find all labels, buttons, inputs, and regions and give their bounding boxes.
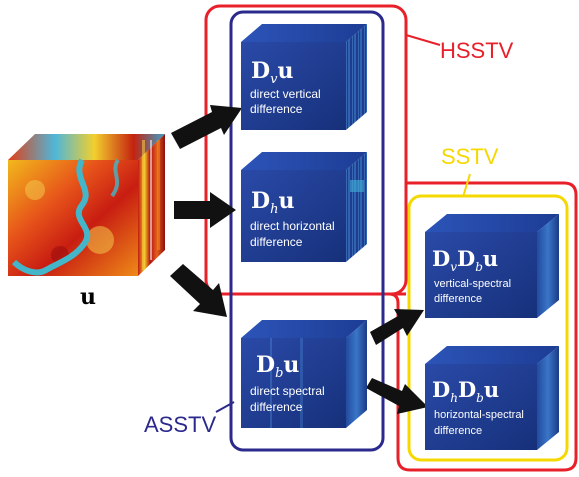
hsstv-group-box-lower — [388, 181, 578, 472]
cube-dv — [241, 24, 367, 130]
asstv-leader-line — [215, 401, 235, 413]
cube-dhdb-desc-line1: horizontal-spectral — [434, 409, 524, 421]
asstv-group-box — [229, 10, 385, 452]
cube-dvdb-desc-line2: difference — [434, 293, 482, 305]
cube-dvdb — [425, 214, 559, 318]
cube-dh-desc-line2: difference — [250, 235, 303, 249]
arrow-to-dvdb[interactable] — [370, 309, 424, 345]
input-cube-top — [8, 134, 165, 160]
cube-dh-symbol: Dhu — [251, 188, 294, 217]
cube-db — [241, 320, 367, 428]
hsstv-label: HSSTV — [440, 38, 514, 63]
input-cube-river — [11, 158, 91, 276]
cube-dv-symbol: Dvu — [251, 58, 293, 87]
input-cube — [8, 134, 165, 276]
cube-db-symbol: Dbu — [256, 352, 299, 381]
cube-dhdb-desc-line2: difference — [434, 425, 482, 437]
hsstv-leader-line — [405, 34, 441, 46]
cube-dhdb-symbol: DhDbu — [432, 377, 499, 405]
hsstv-group-box — [204, 4, 408, 296]
cube-dh-desc-line1: direct horizontal — [250, 219, 335, 233]
cube-dhdb — [425, 346, 559, 450]
cube-dv-desc-line2: difference — [250, 102, 303, 116]
cube-dv-desc-line1: direct vertical — [250, 87, 321, 101]
cube-dvdb-symbol: DvDbu — [432, 246, 498, 274]
arrow-to-dhdb[interactable] — [366, 378, 428, 414]
arrow-to-dh[interactable] — [174, 192, 236, 228]
cube-db-desc-line1: direct spectral — [250, 384, 325, 398]
sstv-leader-line — [462, 173, 471, 198]
cube-dvdb-desc-line1: vertical-spectral — [434, 278, 511, 290]
asstv-label: ASSTV — [144, 412, 216, 437]
arrow-to-db[interactable] — [170, 264, 227, 317]
sstv-label: SSTV — [441, 144, 499, 169]
arrow-to-dv[interactable] — [171, 105, 242, 149]
input-symbol: u — [80, 284, 96, 310]
cube-db-desc-line2: difference — [250, 400, 303, 414]
cube-dh — [241, 152, 367, 262]
